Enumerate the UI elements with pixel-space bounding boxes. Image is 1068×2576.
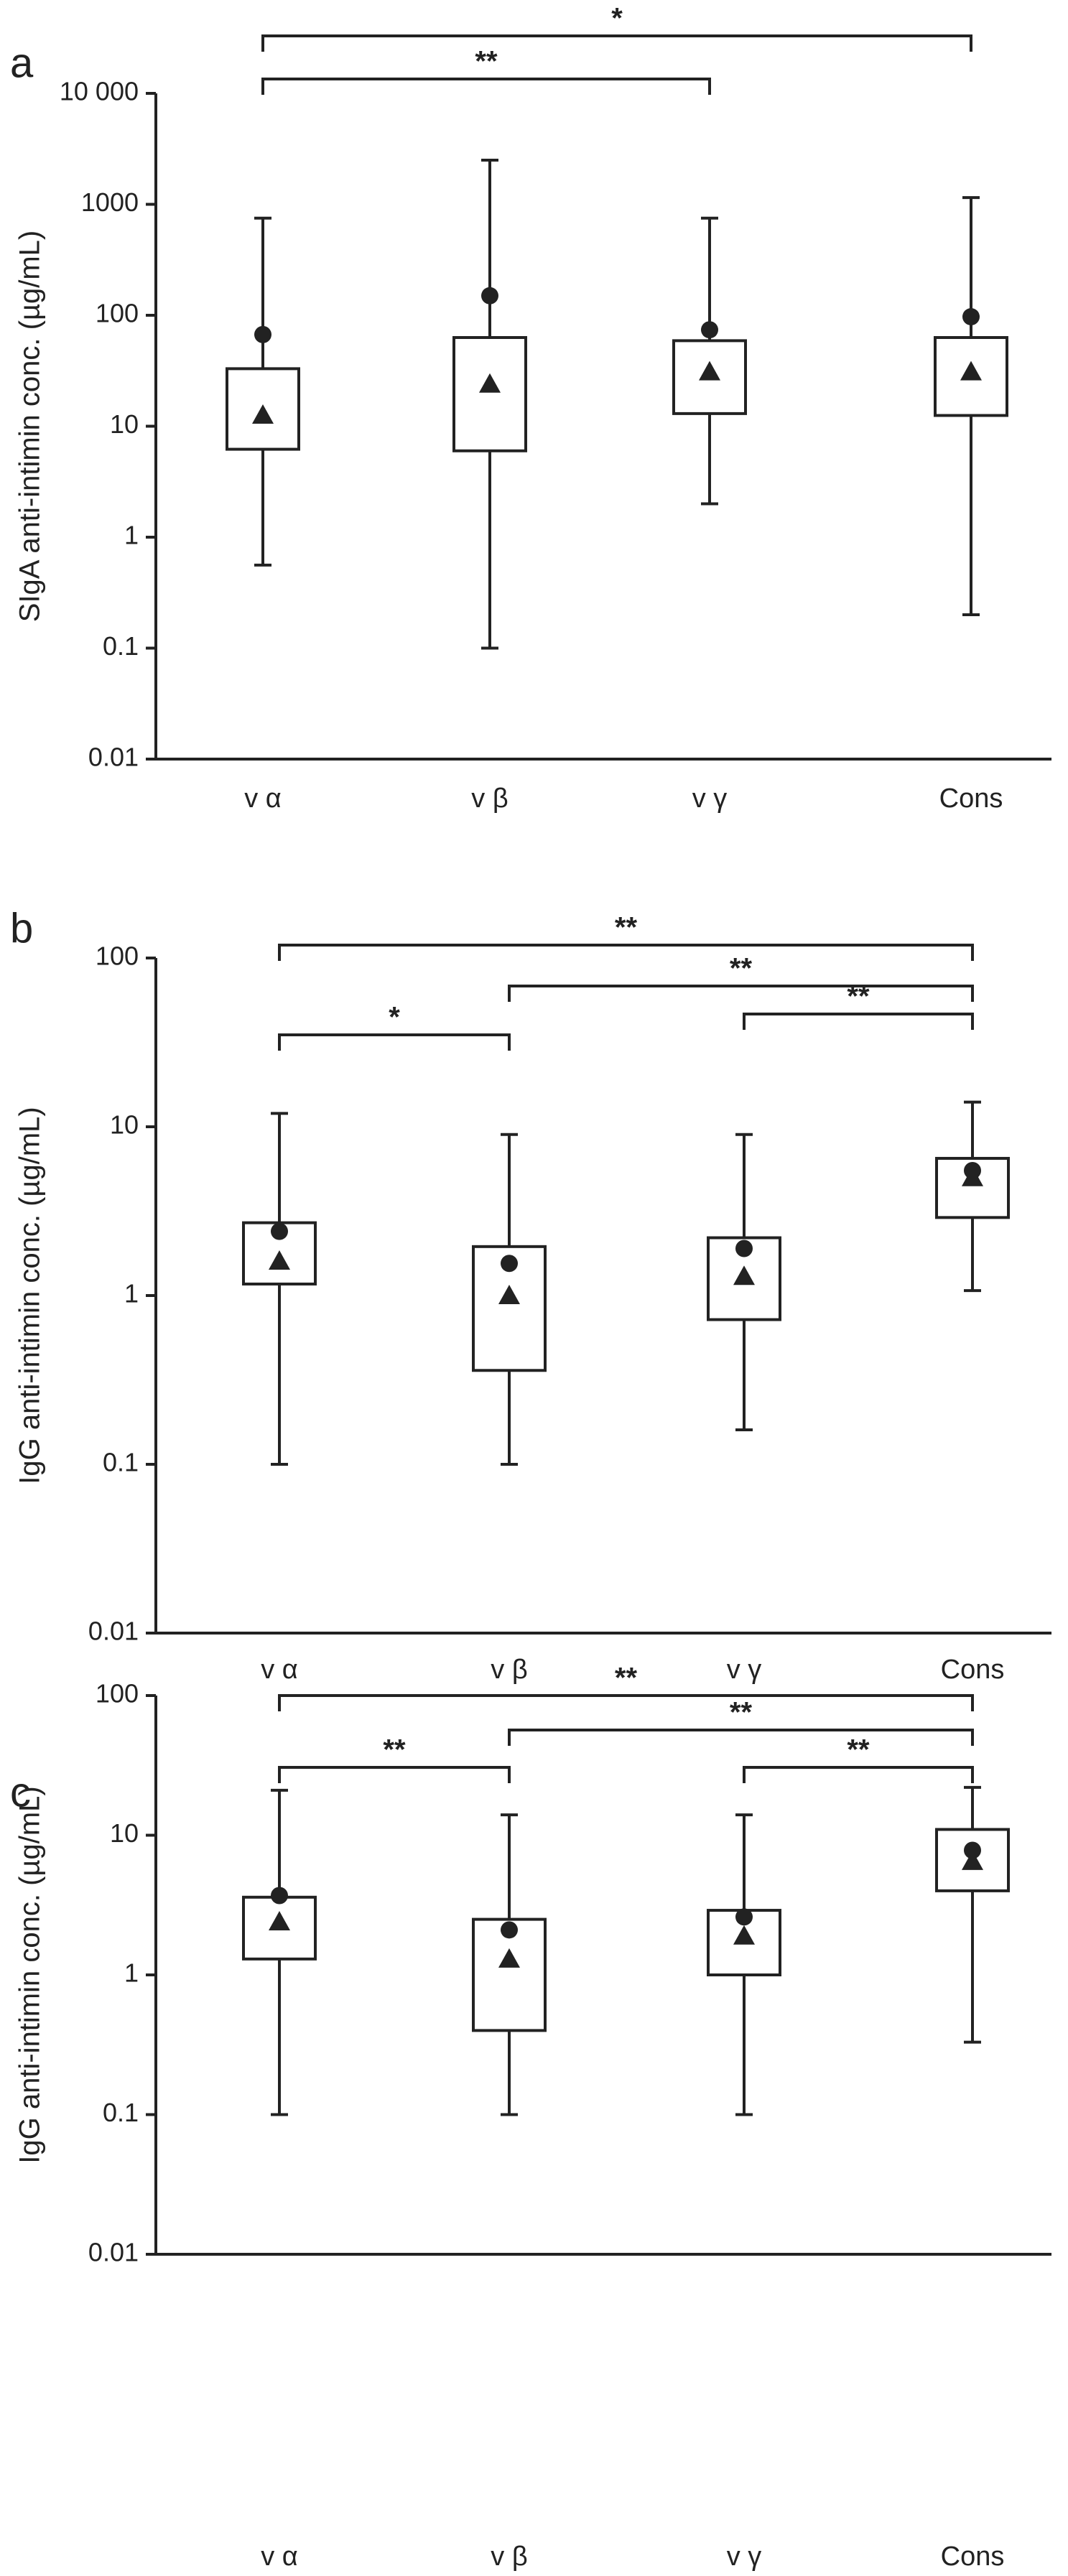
y-tick-label: 100 [96,299,139,328]
box [935,1156,1010,1219]
significance-bracket [278,1033,511,1051]
circle-marker [501,1255,518,1273]
x-tick-label: v β [491,1655,527,1685]
circle-marker [501,1921,518,1939]
triangle-marker [962,1850,983,1870]
x-tick-label: Cons [941,1655,1005,1685]
triangle-marker [960,361,982,381]
y-tick-label: 0.01 [88,1617,139,1646]
y-tick-label: 10 [110,1110,139,1140]
significance-label: ** [615,912,638,944]
significance-bracket [261,78,711,95]
significance-label: ** [475,46,498,78]
y-tick-label: 10 000 [60,77,139,106]
significance-label: ** [847,1734,870,1766]
y-tick-label: 100 [96,941,139,971]
circle-marker [254,325,271,343]
significance-label: * [611,3,623,34]
triangle-marker [733,1265,755,1285]
x-tick-label: Cons [939,784,1003,814]
significance-bracket [508,985,974,1002]
x-tick-label: v α [261,1655,298,1685]
circle-marker [962,308,980,326]
x-tick-label: v β [491,2542,527,2572]
triangle-marker [269,1911,290,1931]
y-tick-label: 100 [96,1679,139,1708]
y-tick-label: 10 [110,1818,139,1848]
significance-bracket [278,1694,974,1711]
x-tick-label: v γ [727,1655,762,1685]
circle-marker [271,1887,288,1905]
circle-marker [481,287,498,304]
y-tick-label: 0.01 [88,743,139,772]
significance-label: * [389,1002,400,1033]
circle-marker [271,1222,288,1240]
significance-label: ** [847,981,870,1013]
significance-bracket [261,34,972,52]
circle-marker [735,1908,753,1926]
y-tick-label: 1 [124,521,139,550]
y-tick-label: 1 [124,1958,139,1988]
significance-label: ** [730,953,753,985]
x-tick-label: v α [261,2542,298,2572]
y-tick-label: 10 [110,409,139,439]
triangle-marker [962,1166,983,1186]
box [452,336,527,452]
significance-bracket [278,944,974,961]
y-tick-label: 0.1 [103,1448,139,1477]
significance-bracket [743,1013,974,1030]
x-tick-label: v α [244,784,282,814]
y-tick-label: 1 [124,1279,139,1308]
y-tick-label: 0.1 [103,631,139,661]
triangle-marker [498,1948,520,1968]
y-axis-label: SIgA anti-intimin conc. (µg/mL) [14,231,46,622]
significance-label: ** [615,1663,638,1694]
circle-marker [735,1240,753,1257]
circle-marker [701,321,718,339]
significance-bracket [743,1766,974,1783]
panel-label: c [10,1769,31,1815]
panel-label: b [10,905,33,952]
significance-bracket [278,1766,511,1783]
significance-label: ** [383,1734,406,1766]
triangle-marker [498,1285,520,1304]
triangle-marker [699,361,720,381]
box [934,336,1008,417]
significance-bracket [508,1729,974,1746]
triangle-marker [479,373,501,393]
y-tick-label: 0.01 [88,2238,139,2267]
triangle-marker [269,1250,290,1270]
panel-label: a [10,39,34,86]
x-tick-label: v γ [727,2542,762,2572]
y-tick-label: 1000 [81,187,139,217]
x-tick-label: v γ [692,784,728,814]
circle-marker [964,1841,981,1859]
y-axis-label: IgG anti-intimin conc. (µg/mL) [14,1786,46,2163]
significance-label: ** [730,1697,753,1729]
y-axis-label: IgG anti-intimin conc. (µg/mL) [14,1107,46,1484]
x-tick-label: v β [471,784,508,814]
y-tick-label: 0.1 [103,2098,139,2127]
triangle-marker [733,1925,755,1945]
triangle-marker [252,404,274,424]
x-tick-label: Cons [941,2542,1005,2572]
